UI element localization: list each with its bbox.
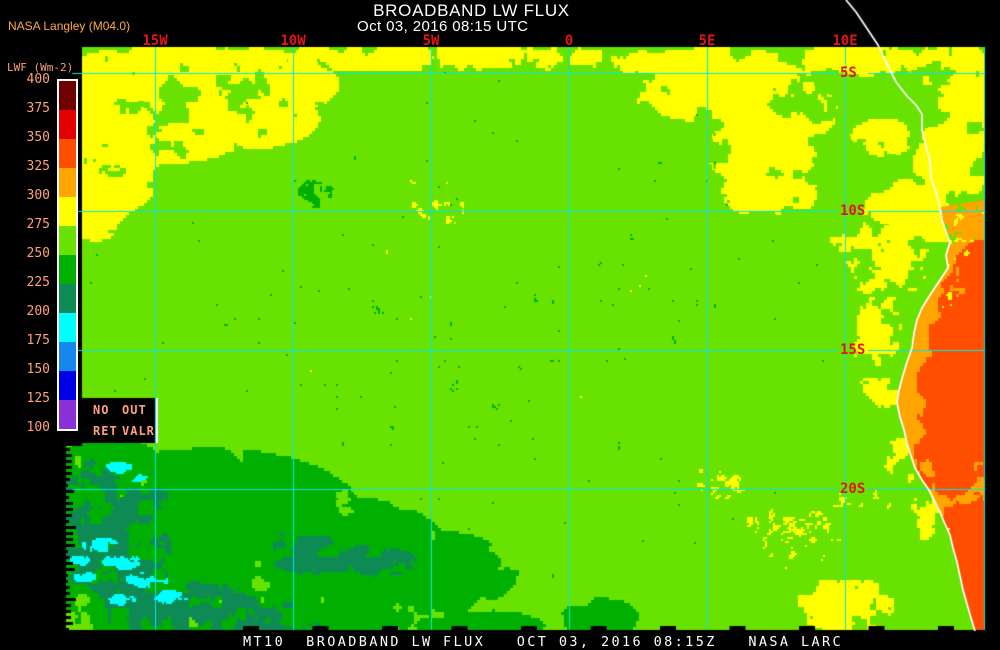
timestamp-subtitle: Oct 03, 2016 08:15 UTC [357, 18, 529, 35]
colorbar-tick-225: 225 [26, 275, 50, 290]
lon-label-10W: 10W [280, 33, 306, 49]
lon-label-15W: 15W [142, 33, 168, 49]
colorbar-tick-300: 300 [26, 188, 50, 203]
colorbar-segment-350-375 [59, 110, 76, 139]
colorbar-tick-125: 125 [26, 391, 50, 406]
lat-label-15S: 15S [840, 342, 866, 358]
lon-label-5E: 5E [698, 33, 716, 49]
colorbar-segment-150-175 [59, 342, 76, 371]
colorbar-tick-350: 350 [26, 130, 50, 145]
lat-label-10S: 10S [840, 203, 866, 219]
colorbar-segment-175-200 [59, 313, 76, 342]
footer-status-bar: MT10 BROADBAND LW FLUX OCT 03, 2016 08:1… [243, 634, 844, 650]
colorbar-segment-125-150 [59, 371, 76, 400]
colorbar-tick-200: 200 [26, 304, 50, 319]
colorbar-segment-225-250 [59, 255, 76, 284]
lat-label-20S: 20S [840, 481, 866, 497]
colorbar-segment-100-125 [59, 400, 76, 429]
legend-no-label: NO [93, 403, 110, 417]
legend-ret-label: RET [93, 424, 118, 438]
legend-valr-label: VALR [122, 424, 155, 438]
colorbar-tick-275: 275 [26, 217, 50, 232]
lon-label-0: 0 [564, 33, 574, 49]
colorbar-segment-300-325 [59, 168, 76, 197]
colorbar-segment-375-400 [59, 81, 76, 110]
colorbar-tick-150: 150 [26, 362, 50, 377]
legend-out-label: OUT [122, 403, 147, 417]
page-title: BROADBAND LW FLUX [373, 1, 570, 20]
colorbar [57, 79, 78, 431]
lon-label-10E: 10E [832, 33, 858, 49]
colorbar-segment-200-225 [59, 284, 76, 313]
lat-label-5S: 5S [840, 65, 857, 81]
retrieval-legend-box: NO OUT RET VALR [80, 398, 156, 443]
colorbar-segment-325-350 [59, 139, 76, 168]
colorbar-unit-label: LWF (Wm-2) [7, 61, 74, 74]
colorbar-tick-375: 375 [26, 101, 50, 116]
credit-label: NASA Langley (M04.0) [8, 19, 131, 33]
colorbar-segment-275-300 [59, 197, 76, 226]
colorbar-segment-250-275 [59, 226, 76, 255]
colorbar-tick-175: 175 [26, 333, 50, 348]
colorbar-tick-100: 100 [26, 420, 50, 435]
colorbar-tick-325: 325 [26, 159, 50, 174]
colorbar-tick-400: 400 [26, 72, 50, 87]
lon-label-5W: 5W [422, 33, 440, 49]
colorbar-tick-250: 250 [26, 246, 50, 261]
